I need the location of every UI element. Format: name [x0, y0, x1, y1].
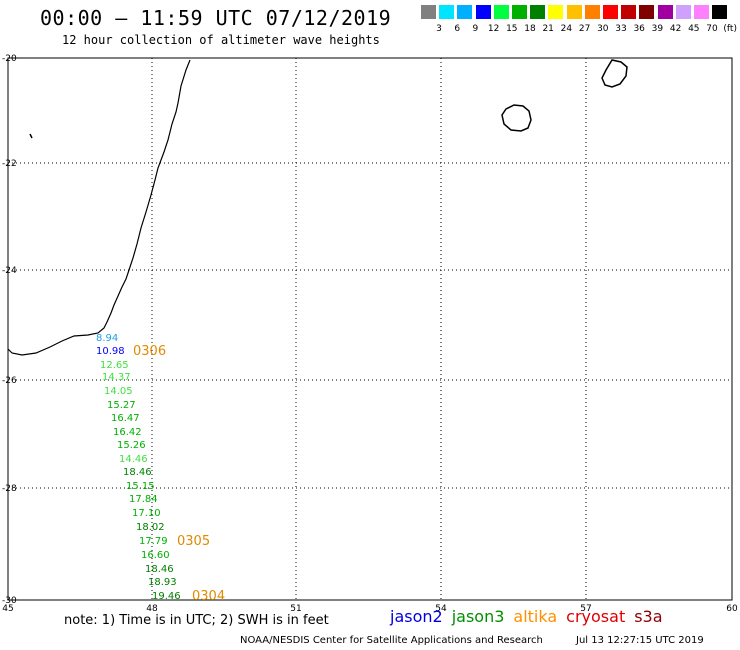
- latitude-label: -30: [2, 596, 17, 606]
- wave-height-value: 16.42: [113, 427, 142, 438]
- legend-swatch: [530, 5, 546, 19]
- legend-swatch: [475, 5, 491, 19]
- legend-swatch: [457, 5, 473, 19]
- generation-timestamp: Jul 13 12:27:15 UTC 2019: [576, 635, 704, 646]
- wave-height-value: 15.26: [117, 440, 146, 451]
- madagascar-coastline: [7, 59, 191, 356]
- pass-time-label: 0304: [192, 589, 225, 604]
- map-frame: [7, 57, 733, 601]
- latitude-label: -22: [2, 159, 17, 169]
- legend-label: (ft): [723, 24, 737, 34]
- pass-time-label: 0305: [177, 534, 210, 549]
- legend-label: 27: [578, 24, 591, 34]
- satellite-name: jason3: [451, 607, 505, 626]
- wave-height-value: 8.94: [96, 333, 118, 344]
- longitude-label: 48: [146, 604, 158, 614]
- legend-label: 42: [669, 24, 682, 34]
- longitude-label: 57: [580, 604, 591, 614]
- legend-label: 24: [560, 24, 573, 34]
- time-marks: 0306 0305 0304: [133, 344, 225, 604]
- wave-height-value: 18.46: [123, 467, 152, 478]
- legend-swatch: [548, 5, 564, 19]
- legend-swatch: [584, 5, 600, 19]
- legend-label: 33: [615, 24, 627, 34]
- satellite-name: altika: [513, 607, 558, 626]
- legend-label: 36: [633, 24, 645, 34]
- legend-label: 15: [506, 24, 518, 34]
- legend-label: 70: [706, 24, 718, 34]
- satellite-name: jason2: [390, 607, 443, 626]
- wave-height-value: 12.65: [100, 360, 129, 371]
- legend-swatch: [493, 5, 509, 19]
- legend-label: 30: [597, 24, 609, 34]
- legend-swatch: [439, 5, 455, 19]
- legend-label: 6: [454, 24, 461, 34]
- legend-label: 12: [487, 24, 500, 34]
- wave-height-value: 18.93: [148, 577, 177, 588]
- pass-time-label: 0306: [133, 344, 166, 359]
- legend-swatch: [421, 5, 436, 19]
- wave-height-value: 15.15: [126, 481, 155, 492]
- satellite-name: cryosat: [566, 607, 626, 626]
- wave-height-value: 17.84: [129, 494, 158, 505]
- map-subtitle: 12 hour collection of altimeter wave hei…: [62, 33, 380, 47]
- legend-swatch: [512, 5, 527, 19]
- wave-height-value: 14.05: [104, 386, 133, 397]
- wave-height-value: 16.47: [111, 413, 140, 424]
- legend-swatch: [675, 5, 691, 19]
- latitude-label: -28: [2, 484, 17, 494]
- units-note: note: 1) Time is in UTC; 2) SWH is in fe…: [64, 613, 329, 628]
- mauritius-island-outline: [601, 59, 628, 88]
- graticule: [8, 58, 732, 600]
- legend-swatch: [639, 5, 655, 19]
- legend-swatch: [657, 5, 673, 19]
- legend-swatch: [621, 5, 637, 19]
- legend-label: 45: [688, 24, 700, 34]
- legend-swatch: [694, 5, 709, 19]
- longitude-label: 51: [290, 604, 301, 614]
- legend-label: 21: [542, 24, 554, 34]
- legend-label: 9: [472, 24, 479, 34]
- wave-height-value: 14.37: [102, 372, 131, 383]
- latitude-label: -24: [2, 266, 17, 276]
- islet-outline: [29, 133, 33, 139]
- wave-height-value: 18.02: [136, 522, 165, 533]
- satellite-name: s3a: [634, 607, 663, 626]
- longitude-label: 60: [726, 604, 738, 614]
- wave-height-value: 17.79: [139, 536, 168, 547]
- wave-height-value: 10.98: [96, 346, 125, 357]
- legend-swatch: [566, 5, 582, 19]
- satellite-key: jason2 jason3 altika cryosat s3a: [390, 607, 672, 626]
- wave-height-value: 15.27: [107, 400, 136, 411]
- map-title: 00:00 – 11:59 UTC 07/12/2019: [40, 6, 392, 30]
- reunion-island-outline: [501, 104, 532, 132]
- legend-label: 39: [651, 24, 664, 34]
- wave-height-value: 16.60: [141, 550, 170, 561]
- legend-swatch: [603, 5, 618, 19]
- wave-height-value: 17.10: [132, 508, 161, 519]
- latitude-label: -20: [2, 54, 17, 64]
- legend-label: 18: [524, 24, 536, 34]
- longitude-label: 45: [2, 604, 13, 614]
- credit-footer: NOAA/NESDIS Center for Satellite Applica…: [240, 635, 543, 646]
- wave-height-value: 19.46: [152, 591, 181, 602]
- legend-swatch: [712, 5, 728, 19]
- wave-height-value: 14.46: [119, 454, 148, 465]
- wave-height-value: 18.46: [145, 564, 174, 575]
- latitude-label: -26: [2, 376, 17, 386]
- legend-label: 3: [436, 24, 442, 34]
- longitude-label: 54: [435, 604, 447, 614]
